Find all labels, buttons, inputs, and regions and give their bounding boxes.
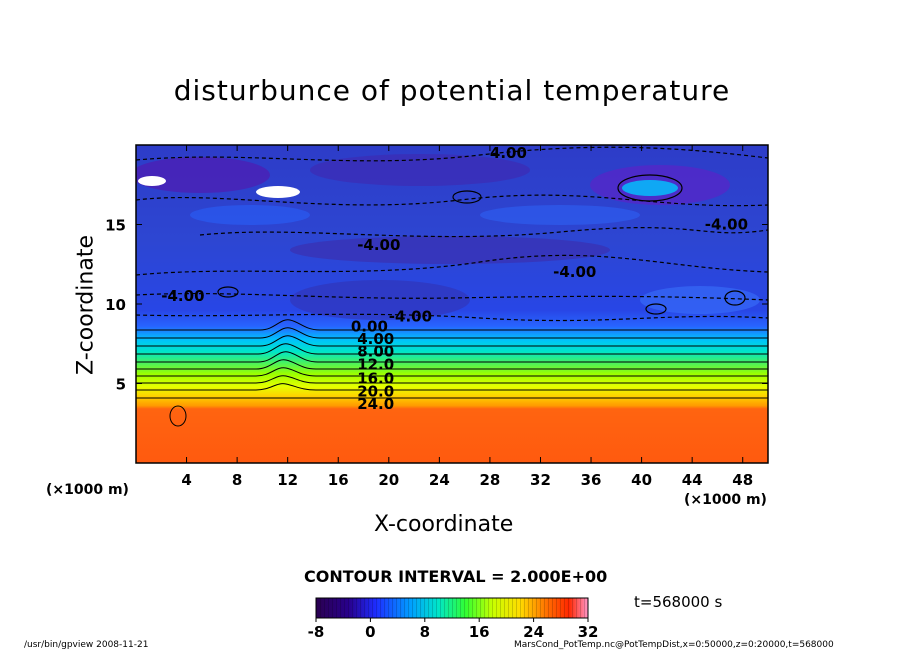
colorbar-tick-label: -8 — [308, 623, 325, 641]
x-tick-label: 16 — [328, 471, 349, 489]
colorbar-tick-label: 24 — [523, 623, 544, 641]
x-tick-label: 40 — [631, 471, 652, 489]
x-axis-label: X-coordinate — [374, 512, 514, 537]
contour-label: 8.00 — [357, 343, 394, 361]
time-stamp: t=568000 s — [634, 593, 723, 611]
contour-labels: 24.020.016.012.08.004.000.00-4.00-4.00-4… — [161, 144, 748, 413]
colorbar-tick-label: 0 — [365, 623, 375, 641]
x-tick-label: 12 — [277, 471, 298, 489]
contour-label: 20.0 — [357, 382, 394, 400]
x-tick-label: 48 — [732, 471, 753, 489]
x-unit-left: (×1000 m) — [46, 482, 129, 498]
contour-label: -4.00 — [161, 287, 204, 305]
x-tick-label: 28 — [479, 471, 500, 489]
x-tick-label: 4 — [181, 471, 191, 489]
footer-right: MarsCond_PotTemp.nc@PotTempDist,x=0:5000… — [514, 640, 834, 650]
contour-label: 16.0 — [357, 370, 394, 388]
footer-left: /usr/bin/gpview 2008-11-21 — [24, 640, 149, 650]
colorbar-tick-label: 8 — [420, 623, 430, 641]
x-tick-label: 20 — [378, 471, 399, 489]
contour-label: 12.0 — [357, 355, 394, 373]
contour-label: -4.00 — [389, 308, 432, 326]
contour-label: 4.00 — [490, 144, 527, 162]
y-tick-label: 10 — [105, 296, 126, 314]
colorbar-tick-label: 32 — [578, 623, 599, 641]
chart-title: disturbunce of potential temperature — [173, 74, 731, 107]
x-tick-label: 8 — [232, 471, 242, 489]
x-axis-ticks: 4 8 12 16 20 24 28 32 36 40 44 48 — [181, 145, 753, 489]
contour-label: -4.00 — [357, 236, 400, 254]
contour-field — [136, 146, 768, 427]
x-tick-label: 44 — [682, 471, 703, 489]
y-axis-label: Z-coordinate — [73, 235, 99, 375]
y-axis-ticks: 5 10 15 — [105, 217, 768, 394]
y-tick-label: 5 — [116, 376, 126, 394]
contour-label: -4.00 — [553, 263, 596, 281]
contour-label: 4.00 — [357, 330, 394, 348]
colorbar: -8 0 8 16 24 32 — [308, 597, 599, 641]
contour-label: 24.0 — [357, 395, 394, 413]
contour-interval: CONTOUR INTERVAL = 2.000E+00 — [304, 567, 608, 586]
colorbar-ticks: -8 0 8 16 24 32 — [308, 618, 599, 641]
x-tick-label: 32 — [530, 471, 551, 489]
contour-label: -4.00 — [705, 216, 748, 234]
x-unit-right: (×1000 m) — [684, 492, 767, 508]
contour-label: 0.00 — [351, 317, 388, 335]
x-tick-label: 36 — [581, 471, 602, 489]
y-tick-label: 15 — [105, 217, 126, 235]
colorbar-tick-label: 16 — [469, 623, 490, 641]
x-tick-label: 24 — [429, 471, 450, 489]
